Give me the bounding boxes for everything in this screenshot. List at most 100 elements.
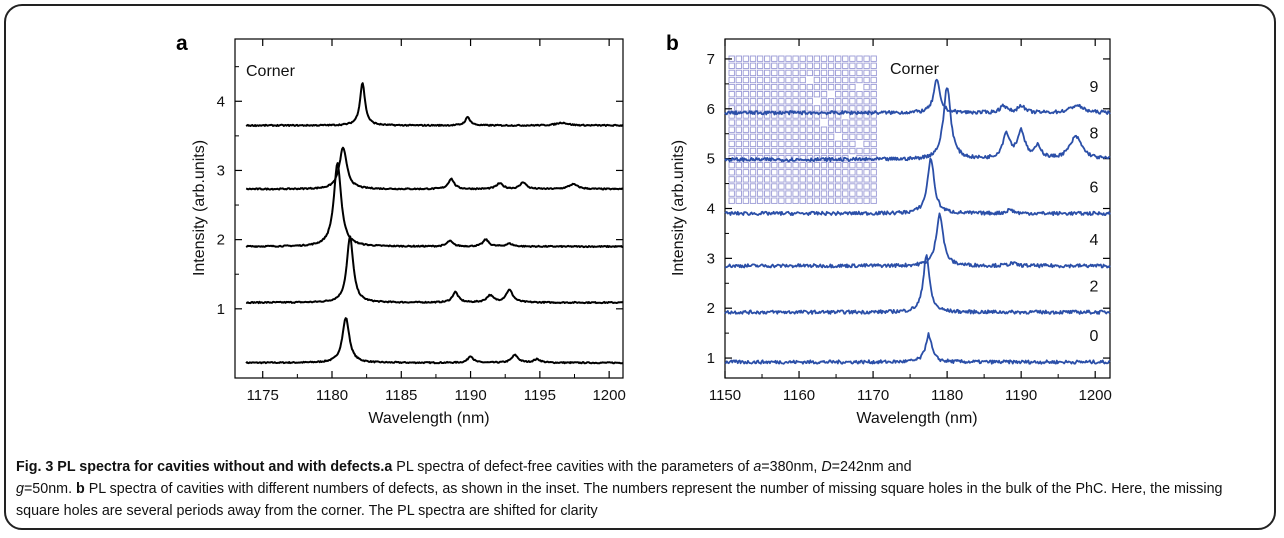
inset-square-hole	[757, 77, 762, 82]
inset-square-hole	[814, 141, 819, 146]
inset-square-hole	[779, 77, 784, 82]
inset-square-hole	[850, 77, 855, 82]
inset-square-hole	[750, 120, 755, 125]
inset-square-hole	[729, 191, 734, 196]
inset-square-hole	[807, 148, 812, 153]
caption-title: Fig. 3 PL spectra for cavities without a…	[16, 459, 384, 475]
inset-square-hole	[800, 120, 805, 125]
inset-square-hole	[757, 70, 762, 75]
inset-square-hole	[864, 148, 869, 153]
inset-square-hole	[793, 56, 798, 61]
inset-square-hole	[765, 127, 770, 132]
figure-caption: Fig. 3 PL spectra for cavities without a…	[16, 456, 1268, 522]
inset-square-hole	[843, 77, 848, 82]
inset-square-hole	[729, 99, 734, 104]
inset-square-hole	[743, 92, 748, 97]
inset-square-hole	[729, 70, 734, 75]
inset-square-hole	[857, 177, 862, 182]
inset-square-hole	[843, 184, 848, 189]
inset-square-hole	[757, 141, 762, 146]
inset-square-hole	[807, 170, 812, 175]
y-tick-label: 4	[217, 93, 225, 110]
inset-square-hole	[779, 70, 784, 75]
inset-square-hole	[821, 106, 826, 111]
inset-square-hole	[793, 120, 798, 125]
caption-a-value: =380nm,	[761, 459, 821, 475]
inset-square-hole	[786, 77, 791, 82]
inset-square-hole	[793, 163, 798, 168]
inset-square-hole	[765, 177, 770, 182]
inset-square-hole	[814, 198, 819, 203]
inset-square-hole	[736, 177, 741, 182]
inset-square-hole	[793, 134, 798, 139]
inset-square-hole	[786, 134, 791, 139]
inset-square-hole	[736, 70, 741, 75]
inset-square-hole	[843, 163, 848, 168]
inset-square-hole	[807, 84, 812, 89]
y-tick-label: 3	[707, 250, 715, 267]
inset-square-hole	[821, 148, 826, 153]
inset-square-hole	[736, 127, 741, 132]
inset-square-hole	[836, 177, 841, 182]
inset-square-hole	[765, 148, 770, 153]
inset-square-hole	[743, 184, 748, 189]
inset-square-hole	[743, 163, 748, 168]
inset-square-hole	[828, 134, 833, 139]
inset-square-hole	[765, 163, 770, 168]
inset-square-hole	[836, 127, 841, 132]
inset-square-hole	[807, 63, 812, 68]
inset-square-hole	[800, 77, 805, 82]
inset-square-hole	[821, 198, 826, 203]
inset-square-hole	[857, 134, 862, 139]
inset-square-hole	[800, 127, 805, 132]
inset-square-hole	[800, 191, 805, 196]
spectrum-line-b-2	[725, 213, 1110, 267]
inset-square-hole	[871, 191, 876, 196]
inset-square-hole	[729, 198, 734, 203]
inset-square-hole	[736, 120, 741, 125]
inset-square-hole	[864, 120, 869, 125]
inset-square-hole	[786, 198, 791, 203]
inset-square-hole	[807, 99, 812, 104]
inset-square-hole	[736, 63, 741, 68]
inset-square-hole	[864, 163, 869, 168]
inset-square-hole	[864, 77, 869, 82]
inset-square-hole	[828, 141, 833, 146]
inset-square-hole	[793, 84, 798, 89]
x-tick-label: 1190	[1005, 387, 1037, 404]
caption-a-text: PL spectra of defect-free cavities with …	[392, 459, 753, 475]
inset-square-hole	[800, 184, 805, 189]
inset-square-hole	[729, 148, 734, 153]
inset-square-hole	[836, 84, 841, 89]
inset-square-hole	[772, 163, 777, 168]
inset-square-hole	[800, 63, 805, 68]
inset-square-hole	[736, 184, 741, 189]
inset-square-hole	[871, 198, 876, 203]
inset-square-hole	[843, 99, 848, 104]
caption-g-value: =50nm.	[24, 481, 76, 497]
inset-square-hole	[772, 191, 777, 196]
panel-b-x-axis-label: Wavelength (nm)	[856, 410, 977, 427]
inset-square-hole	[800, 56, 805, 61]
inset-square-hole	[793, 184, 798, 189]
inset-square-hole	[757, 120, 762, 125]
inset-square-hole	[779, 134, 784, 139]
inset-square-hole	[850, 184, 855, 189]
inset-square-hole	[871, 70, 876, 75]
inset-square-hole	[736, 134, 741, 139]
inset-square-hole	[772, 77, 777, 82]
inset-square-hole	[786, 177, 791, 182]
inset-square-hole	[765, 141, 770, 146]
inset-square-hole	[786, 148, 791, 153]
y-tick-label: 5	[707, 151, 715, 168]
inset-square-hole	[821, 127, 826, 132]
panel-b-inset-lattice	[729, 56, 876, 203]
inset-square-hole	[793, 77, 798, 82]
series-label-8: 8	[1090, 126, 1099, 143]
x-tick-label: 1170	[857, 387, 889, 404]
spectrum-line-a-0	[246, 318, 623, 363]
inset-square-hole	[836, 184, 841, 189]
inset-square-hole	[871, 163, 876, 168]
inset-square-hole	[821, 56, 826, 61]
inset-square-hole	[814, 127, 819, 132]
